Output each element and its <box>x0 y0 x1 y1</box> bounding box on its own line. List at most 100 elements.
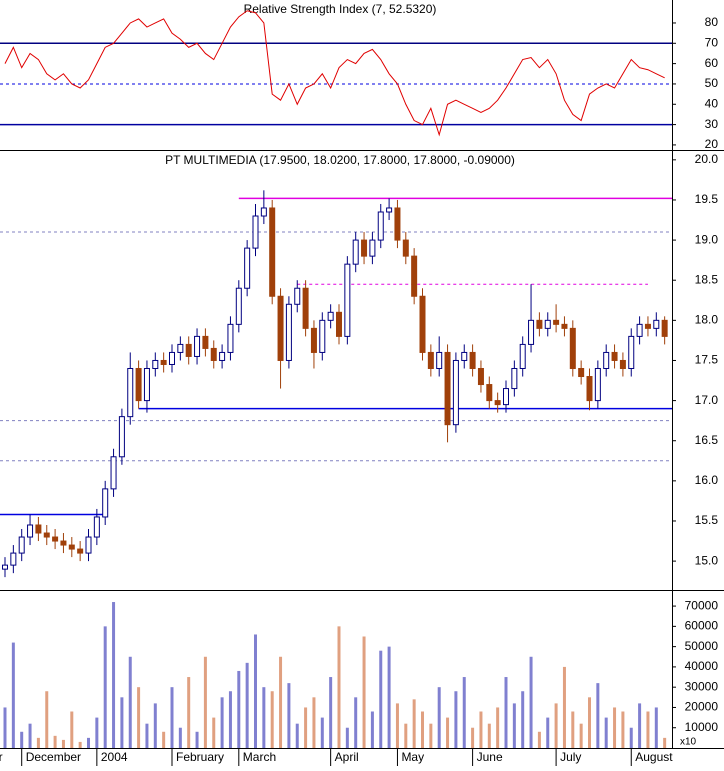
y-tick-label: 17.5 <box>695 353 719 367</box>
volume-bar <box>521 691 525 748</box>
volume-bar <box>379 650 383 748</box>
volume-bar <box>579 723 583 748</box>
candle-body <box>377 211 384 241</box>
candle-body <box>336 311 342 337</box>
candle-body <box>653 319 660 329</box>
candle-body <box>494 400 501 406</box>
volume-bar <box>36 737 40 748</box>
candle-body <box>68 544 75 550</box>
candle-body <box>594 367 601 402</box>
candle-body <box>327 311 334 321</box>
volume-bar <box>512 703 516 748</box>
rsi-title: Relative Strength Index (7, 52.5320) <box>244 2 437 16</box>
candle-body <box>227 323 234 353</box>
candle-body <box>352 239 359 265</box>
volume-bar <box>404 723 408 748</box>
volume-bar <box>103 626 107 748</box>
volume-bar <box>345 727 349 748</box>
volume-bar <box>487 723 491 748</box>
x-tick-label: 2004 <box>101 750 128 764</box>
volume-bar <box>395 703 399 748</box>
candle-body <box>386 207 393 213</box>
y-tick-label: 70000 <box>685 598 719 612</box>
candle-body <box>361 239 368 257</box>
candle-body <box>160 359 167 365</box>
candle-body <box>536 319 543 329</box>
volume-bar <box>11 642 15 748</box>
candle-body <box>628 335 635 369</box>
volume-bar <box>195 731 199 748</box>
y-tick-label: 18.0 <box>695 313 719 327</box>
candle-body <box>143 367 150 402</box>
x-tick-label: March <box>243 750 276 764</box>
y-tick-label: 70 <box>705 35 719 49</box>
volume-bar <box>120 697 124 748</box>
y-tick-label: 20000 <box>685 700 719 714</box>
candle-body <box>561 323 568 329</box>
candle-body <box>578 367 585 378</box>
candle-body <box>169 351 175 365</box>
y-tick-label: 18.5 <box>695 272 719 286</box>
volume-bar <box>629 727 633 748</box>
volume-bar <box>153 703 157 748</box>
volume-bar <box>45 691 49 748</box>
candle-body <box>60 540 67 546</box>
volume-bar <box>529 656 533 748</box>
y-tick-label: 15.0 <box>695 553 719 567</box>
candle-body <box>277 295 284 361</box>
candle-body <box>486 384 493 402</box>
candle-body <box>35 524 42 534</box>
candle-body <box>294 287 301 305</box>
candle-body <box>369 239 376 257</box>
volume-bar <box>295 723 299 748</box>
y-tick-label: 40000 <box>685 659 719 673</box>
candle-body <box>344 263 351 337</box>
volume-bar <box>471 727 475 748</box>
volume-bar <box>70 711 74 748</box>
volume-bar <box>170 687 174 748</box>
candle-body <box>394 207 401 241</box>
y-tick-label: 40 <box>705 96 719 110</box>
candle-body <box>611 351 618 361</box>
y-tick-label: 50000 <box>685 639 719 653</box>
volume-bar <box>654 707 658 748</box>
volume-bar <box>203 656 207 748</box>
candle-body <box>553 319 560 325</box>
price-title: PT MULTIMEDIA (17.9500, 18.0200, 17.8000… <box>165 153 515 167</box>
candle-body <box>285 303 292 361</box>
candle-body <box>444 351 451 426</box>
y-tick-label: 17.0 <box>695 393 719 407</box>
candle-body <box>511 367 518 390</box>
volume-bar <box>245 662 249 748</box>
volume-bar <box>638 703 642 748</box>
candle-body <box>93 516 100 538</box>
x-tick-label: December <box>26 750 81 764</box>
y-tick-label: 16.5 <box>695 433 719 447</box>
candle-body <box>310 327 317 353</box>
volume-bar <box>78 741 82 748</box>
volume-bar <box>462 677 466 748</box>
y-tick-label: 19.0 <box>695 232 719 246</box>
y-tick-label: 80 <box>705 15 719 29</box>
y-tick-label: 10000 <box>685 720 719 734</box>
candle-body <box>569 327 576 369</box>
candle-body <box>135 367 142 402</box>
volume-bar <box>53 735 57 748</box>
y-tick-label: 60000 <box>685 619 719 633</box>
candle-body <box>452 359 459 426</box>
candle-body <box>85 536 92 554</box>
volume-bar <box>429 723 433 748</box>
volume-bar <box>554 703 558 748</box>
volume-bar <box>362 636 366 748</box>
candle-body <box>219 351 226 361</box>
candle-body <box>185 343 192 357</box>
candle-body <box>269 207 276 297</box>
candle-body <box>152 359 159 369</box>
x-tick-label: May <box>401 750 424 764</box>
volume-bar <box>354 697 358 748</box>
volume-bar <box>663 737 667 748</box>
volume-bar <box>187 677 191 748</box>
volume-bar <box>95 717 99 748</box>
volume-bar <box>571 711 575 748</box>
